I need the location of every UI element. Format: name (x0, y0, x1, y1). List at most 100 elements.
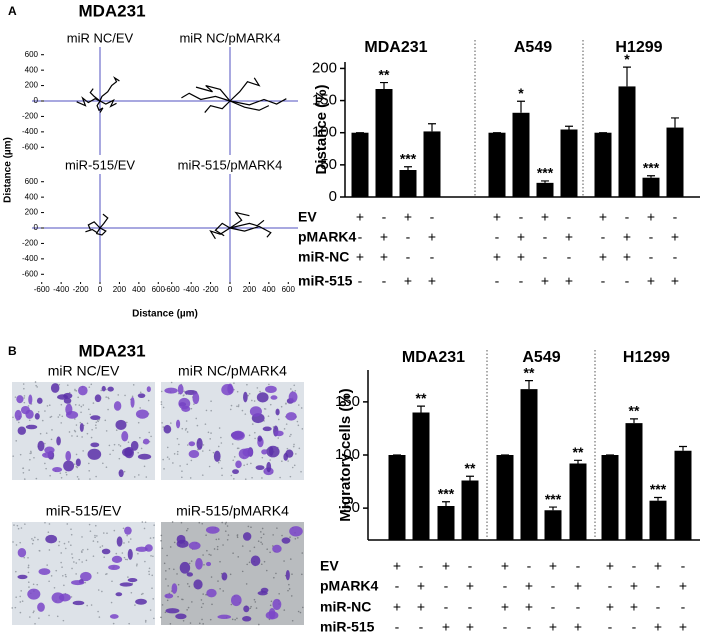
condition-sign: - (468, 558, 473, 574)
cell (142, 438, 150, 445)
y-tick-label: 50 (320, 156, 337, 173)
cell (111, 555, 123, 563)
texture (79, 421, 82, 424)
texture (248, 561, 251, 564)
error-bar (574, 459, 582, 464)
texture (96, 419, 99, 422)
condition-sign: + (679, 578, 687, 594)
error-bar (654, 496, 662, 501)
panel-label: A (8, 4, 17, 18)
texture (70, 533, 73, 536)
cell (205, 526, 220, 534)
condition-sign: + (671, 229, 679, 245)
texture (298, 447, 301, 450)
texture (133, 476, 136, 478)
condition-sign: - (576, 599, 581, 615)
texture (254, 437, 256, 440)
cell (188, 541, 201, 550)
texture (222, 590, 225, 592)
error-bar (517, 100, 525, 113)
texture (202, 444, 205, 446)
texture (160, 616, 162, 619)
group-title: H1299 (623, 349, 670, 366)
cell (227, 383, 234, 395)
texture (210, 554, 212, 556)
condition-sign: + (565, 229, 573, 245)
texture (32, 539, 35, 542)
track (229, 211, 250, 229)
cell (217, 614, 232, 620)
texture (48, 549, 51, 551)
condition-sign: - (430, 209, 435, 225)
cell (192, 392, 200, 405)
texture (176, 573, 178, 575)
significance: ** (629, 403, 640, 419)
texture (207, 431, 210, 434)
cell (243, 605, 250, 613)
texture (131, 395, 134, 398)
texture (90, 383, 93, 386)
condition-sign: + (356, 209, 364, 225)
x-tick-label: -600 (164, 285, 181, 294)
texture (296, 420, 299, 423)
cell (164, 387, 178, 394)
texture (139, 436, 141, 439)
texture (38, 617, 40, 619)
bar (601, 455, 619, 540)
group-title: A549 (522, 349, 560, 366)
cell (130, 440, 139, 451)
cell (270, 395, 278, 400)
cell (193, 579, 203, 590)
group-title: MDA231 (402, 349, 465, 366)
texture (297, 404, 300, 406)
texture (37, 410, 40, 413)
texture (127, 576, 129, 578)
texture (269, 459, 271, 461)
texture (28, 469, 30, 471)
texture (23, 401, 26, 404)
cell (262, 426, 272, 432)
condition-sign: + (404, 209, 412, 225)
texture (151, 574, 154, 577)
texture (34, 622, 36, 625)
texture (88, 523, 91, 526)
track (95, 227, 107, 236)
bar (399, 170, 417, 197)
texture (49, 474, 51, 477)
texture (300, 407, 303, 409)
texture (261, 527, 264, 530)
subplot-title: miR-515/EV (65, 157, 135, 172)
texture (251, 423, 254, 425)
texture (44, 442, 46, 445)
texture (216, 548, 219, 551)
error-bar (647, 175, 655, 178)
texture (22, 467, 24, 470)
texture (11, 607, 14, 609)
track (76, 96, 101, 107)
texture (101, 590, 103, 593)
texture (77, 478, 80, 480)
cell (108, 564, 120, 571)
texture (66, 384, 69, 386)
texture (253, 598, 256, 601)
texture (70, 528, 72, 531)
texture (209, 438, 212, 440)
condition-sign: + (501, 558, 509, 574)
texture (177, 583, 180, 586)
cell (77, 385, 88, 396)
texture (233, 382, 235, 384)
texture (260, 536, 263, 539)
micrograph-title: miR-515/EV (46, 503, 122, 519)
texture (173, 568, 175, 571)
texture (58, 544, 60, 547)
condition-sign: - (576, 558, 581, 574)
texture (71, 553, 73, 555)
texture (237, 447, 240, 450)
texture (33, 456, 35, 459)
texture (35, 477, 38, 480)
texture (33, 610, 35, 612)
texture (250, 526, 252, 529)
texture (213, 548, 216, 550)
condition-sign: - (382, 209, 387, 225)
track (229, 98, 287, 106)
